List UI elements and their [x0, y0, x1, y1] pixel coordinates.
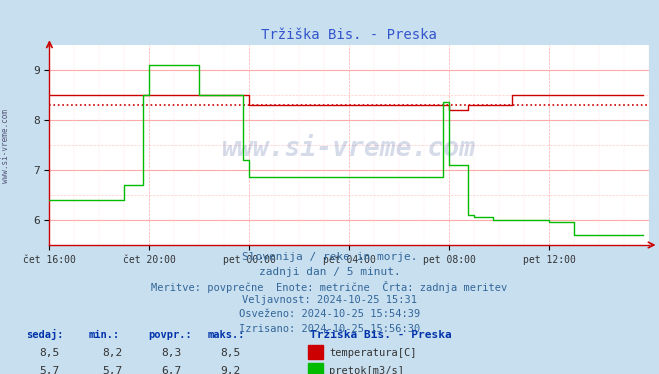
Text: 5,7: 5,7	[40, 367, 59, 374]
Title: Tržiška Bis. - Preska: Tržiška Bis. - Preska	[262, 28, 437, 42]
Text: www.si-vreme.com: www.si-vreme.com	[222, 136, 476, 162]
Text: Slovenija / reke in morje.: Slovenija / reke in morje.	[242, 252, 417, 263]
Text: 5,7: 5,7	[102, 367, 122, 374]
Text: www.si-vreme.com: www.si-vreme.com	[1, 109, 10, 183]
Text: 8,5: 8,5	[40, 349, 59, 358]
Text: Veljavnost: 2024-10-25 15:31: Veljavnost: 2024-10-25 15:31	[242, 295, 417, 305]
Text: Meritve: povprečne  Enote: metrične  Črta: zadnja meritev: Meritve: povprečne Enote: metrične Črta:…	[152, 281, 507, 293]
Text: temperatura[C]: temperatura[C]	[330, 349, 417, 358]
Text: 9,2: 9,2	[221, 367, 241, 374]
Text: Osveženo: 2024-10-25 15:54:39: Osveženo: 2024-10-25 15:54:39	[239, 309, 420, 319]
Text: povpr.:: povpr.:	[148, 331, 192, 340]
Text: maks.:: maks.:	[208, 331, 245, 340]
Text: zadnji dan / 5 minut.: zadnji dan / 5 minut.	[258, 267, 401, 277]
Text: 8,3: 8,3	[161, 349, 181, 358]
Text: Tržiška Bis. - Preska: Tržiška Bis. - Preska	[310, 331, 451, 340]
Text: pretok[m3/s]: pretok[m3/s]	[330, 367, 405, 374]
Text: sedaj:: sedaj:	[26, 329, 64, 340]
Text: 8,2: 8,2	[102, 349, 122, 358]
Text: min.:: min.:	[89, 331, 120, 340]
Text: Izrisano: 2024-10-25 15:56:30: Izrisano: 2024-10-25 15:56:30	[239, 324, 420, 334]
Text: 8,5: 8,5	[221, 349, 241, 358]
Text: 6,7: 6,7	[161, 367, 181, 374]
